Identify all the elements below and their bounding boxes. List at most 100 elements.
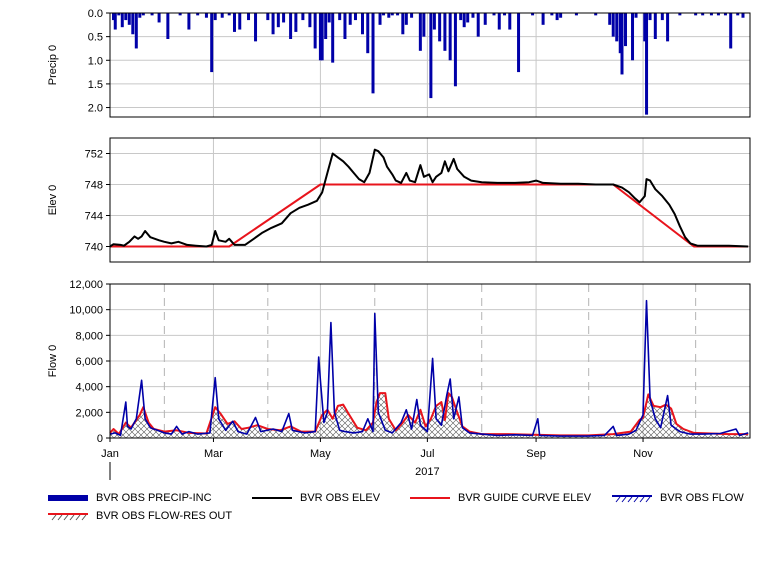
- precip-bar: [643, 13, 647, 42]
- precip-bar: [387, 13, 391, 18]
- precip-bar: [443, 13, 447, 51]
- precip-bar: [631, 13, 635, 61]
- precip-bar: [608, 13, 612, 25]
- flow-res-out-hatch: [110, 393, 749, 438]
- flow-ytick-label: 12,000: [69, 279, 103, 291]
- precip-bar: [210, 13, 214, 73]
- precip-ytick-label: 0.5: [88, 32, 103, 44]
- precip-bar: [247, 13, 251, 21]
- precip-bar: [318, 13, 322, 61]
- precip-bar: [124, 13, 128, 21]
- precip-bar: [620, 13, 624, 75]
- precip-frame: [109, 12, 751, 118]
- legend-item-obs-elev: BVR OBS ELEV: [252, 490, 380, 506]
- precip-bar: [227, 13, 231, 16]
- precip-bar: [254, 13, 258, 42]
- flow-ytick-label: 8,000: [75, 330, 103, 342]
- precip-bar: [476, 13, 480, 37]
- precip-bar: [559, 13, 563, 18]
- precip-bar: [289, 13, 293, 39]
- flow-ytick-label: 2,000: [75, 407, 103, 419]
- precip-bar: [308, 13, 312, 28]
- precip-bar: [213, 13, 217, 21]
- chart-legend: BVR OBS PRECIP-INC BVR OBS ELEV BVR GUID…: [0, 488, 782, 528]
- precip-bar: [120, 13, 124, 28]
- precip-ytick-label: 0.0: [88, 8, 103, 20]
- precip-bar: [134, 13, 138, 49]
- precip-bar: [112, 13, 116, 21]
- precip-bar: [348, 13, 352, 25]
- x-tick-label: Nov: [633, 448, 653, 460]
- x-tick-label: Mar: [204, 448, 223, 460]
- precip-bar: [541, 13, 545, 25]
- precip-bar: [276, 13, 280, 28]
- precip-bar: [166, 13, 170, 39]
- elev-ytick-label: 748: [85, 180, 103, 192]
- precip-bar: [517, 13, 521, 73]
- precip-bar: [678, 13, 682, 16]
- precip-bar: [232, 13, 236, 32]
- precip-bar: [483, 13, 487, 25]
- flow-ytick-label: 0: [97, 433, 103, 445]
- precip-bar: [508, 13, 512, 30]
- precip-bar: [615, 13, 619, 42]
- legend-label-guide-curve: BVR GUIDE CURVE ELEV: [458, 492, 592, 504]
- precip-bar: [117, 13, 121, 16]
- precip-bar: [645, 13, 649, 115]
- precip-ytick-label: 2.0: [88, 103, 103, 115]
- precip-bar: [138, 13, 142, 18]
- legend-swatch-precip: [48, 492, 88, 504]
- precip-bar: [113, 13, 117, 30]
- precip-bar: [410, 13, 414, 18]
- precip-bar: [382, 13, 386, 16]
- x-tick-label: Jan: [101, 448, 119, 460]
- legend-label-res-out: BVR OBS FLOW-RES OUT: [96, 510, 233, 522]
- precip-bar: [634, 13, 638, 18]
- elev-plot-area: [110, 138, 750, 262]
- precip-bar: [127, 13, 131, 25]
- precip-bar: [611, 13, 615, 37]
- precip-ylabel: Precip 0: [47, 45, 59, 85]
- precip-panel: 0.0 0.5 1.0 1.5 2.0 Precip 0: [47, 8, 751, 118]
- precip-bar: [729, 13, 733, 49]
- x-tick-label: Jul: [420, 448, 434, 460]
- elev-panel: 740 744 748 752 Elev 0: [47, 137, 751, 263]
- flow-frame: [109, 283, 751, 439]
- elev-ytick-label: 740: [85, 242, 103, 254]
- precip-bar: [338, 13, 342, 21]
- precip-bar: [157, 13, 161, 23]
- flow-ylabel: Flow 0: [47, 345, 59, 377]
- precip-bar: [390, 13, 394, 16]
- precip-bar: [741, 13, 745, 18]
- precip-bar: [418, 13, 422, 51]
- precip-bar: [716, 13, 720, 16]
- precip-bar: [550, 13, 554, 16]
- precip-bar: [448, 13, 452, 61]
- precip-bar: [327, 13, 331, 23]
- precip-bar: [531, 13, 535, 16]
- legend-swatch-obs-flow: [612, 492, 652, 504]
- precip-bar: [429, 13, 433, 99]
- precip-bar: [503, 13, 507, 16]
- precip-bar: [271, 13, 275, 35]
- precip-bar: [266, 13, 270, 21]
- precip-bar: [343, 13, 347, 39]
- precip-bar: [294, 13, 298, 32]
- precip-bar: [462, 13, 466, 28]
- precip-bar: [366, 13, 370, 54]
- legend-item-obs-flow: BVR OBS FLOW: [612, 490, 744, 506]
- precip-bar: [660, 13, 664, 21]
- elev-frame: [109, 137, 751, 263]
- precip-bar: [301, 13, 305, 21]
- flow-ytick-label: 6,000: [75, 356, 103, 368]
- precip-bar: [404, 13, 408, 25]
- precip-bar: [220, 13, 224, 18]
- precip-bar: [648, 13, 652, 21]
- precip-bar: [701, 13, 705, 16]
- flow-panel: 0 2,000 4,000 6,000 8,000 10,000 12,000 Flow 0 J…: [47, 279, 751, 480]
- precip-bar: [709, 13, 713, 16]
- precip-bar: [432, 13, 436, 30]
- precip-bar: [150, 13, 154, 16]
